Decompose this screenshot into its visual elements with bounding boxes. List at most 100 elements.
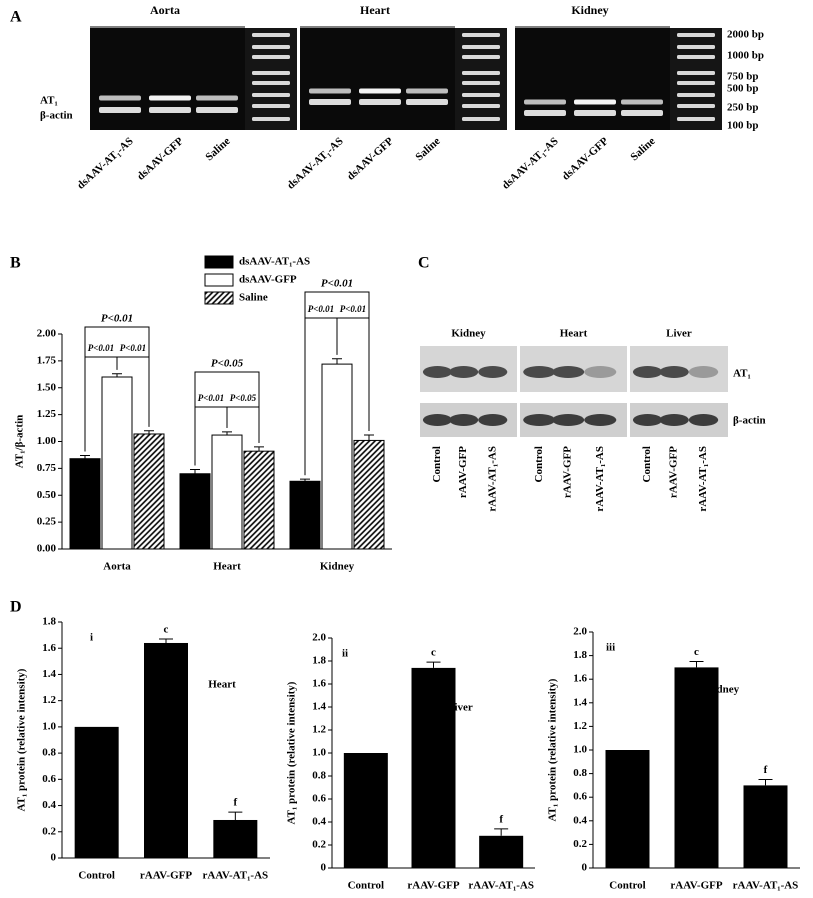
gel-tissue-label: Kidney	[571, 3, 608, 17]
bar	[343, 753, 388, 868]
ladder-band	[462, 71, 500, 75]
blot-band	[552, 414, 585, 426]
y-tick-label: 0.6	[42, 773, 56, 785]
ladder-band	[677, 104, 715, 108]
error-bar	[144, 430, 154, 434]
lane-label: rAAV-AT₁-AS	[697, 446, 709, 512]
gel-band	[574, 110, 616, 116]
y-tick-label: 1.00	[37, 435, 57, 447]
lane-label: rAAV-GFP	[562, 446, 574, 498]
y-tick-label: 0.00	[37, 543, 57, 555]
bar	[243, 450, 275, 550]
chart-title: i	[90, 632, 93, 644]
gel-band	[196, 95, 238, 101]
ladder-band	[462, 117, 500, 121]
bar	[74, 726, 119, 858]
bar	[179, 473, 211, 550]
gel-band	[196, 107, 238, 113]
gel-band	[309, 88, 351, 94]
ladder-band	[462, 33, 500, 37]
gel-band	[524, 99, 566, 105]
lane-label: dsAAV-GFP	[345, 135, 396, 183]
bar	[211, 434, 243, 550]
x-tick-label: rAAV-GFP	[670, 880, 722, 892]
ladder-band	[677, 45, 715, 49]
lane-label: dsAAV-AT₁-AS	[285, 135, 346, 192]
ladder-label: 500 bp	[727, 83, 759, 95]
ladder-label: 1000 bp	[727, 50, 764, 62]
ladder-band	[677, 93, 715, 97]
x-tick-label: Kidney	[320, 561, 355, 573]
gel-band	[149, 107, 191, 113]
significance-bracket	[226, 406, 260, 443]
ladder-band	[252, 117, 290, 121]
y-tick-label: 0.6	[312, 793, 326, 805]
y-tick-label: 0.2	[573, 838, 587, 850]
blot-band	[688, 414, 719, 426]
ladder-band	[462, 104, 500, 108]
error-bar	[222, 431, 232, 436]
blot-band	[449, 366, 479, 378]
y-tick-label: 1.8	[42, 616, 56, 628]
ladder-band	[462, 81, 500, 85]
error-bar	[190, 468, 200, 474]
ladder-band	[252, 93, 290, 97]
blot-band	[523, 414, 556, 426]
lane-label: rAAV-AT₁-AS	[594, 446, 606, 512]
error-bar	[112, 373, 122, 377]
blot-band	[552, 366, 585, 378]
error-bar	[758, 779, 773, 786]
x-tick-label: Control	[78, 870, 114, 882]
x-tick-label: rAAV-AT₁-AS	[203, 870, 269, 882]
legend-swatch	[204, 291, 234, 305]
ladder-label: 2000 bp	[727, 29, 764, 41]
y-tick-label: 1.6	[42, 642, 56, 654]
bar	[353, 439, 385, 550]
gel-band	[406, 99, 448, 105]
gel-tissue-label: Aorta	[150, 3, 180, 17]
y-tick-label: 1.6	[573, 673, 587, 685]
y-tick-label: 0.8	[573, 767, 587, 779]
gel-tissue-label: Heart	[360, 3, 390, 17]
y-tick-label: 0.50	[37, 489, 57, 501]
lane-label: Saline	[413, 135, 442, 163]
y-axis-label: AT₁/β-actin	[14, 415, 26, 469]
lane-label: Control	[533, 446, 545, 482]
y-tick-label: 1.4	[42, 668, 56, 680]
y-tick-label: 1.0	[573, 744, 587, 756]
lane-label: rAAV-GFP	[668, 446, 680, 498]
ladder-band	[462, 45, 500, 49]
band-label: AT₁	[40, 95, 58, 107]
y-tick-label: 2.0	[312, 632, 326, 644]
lane-label: rAAV-GFP	[457, 446, 469, 498]
y-tick-label: 1.75	[37, 354, 57, 366]
y-tick-label: 1.6	[312, 678, 326, 690]
band-label: β-actin	[733, 415, 766, 427]
gel-band	[359, 88, 401, 94]
significance-label: P<0.05	[211, 358, 244, 370]
error-bar	[254, 446, 264, 452]
bar	[144, 642, 188, 858]
y-tick-label: 1.4	[312, 701, 326, 713]
y-axis-label: AT₁ protein (relative intensity)	[547, 678, 559, 821]
x-tick-label: rAAV-AT₁-AS	[733, 880, 799, 892]
blot-tissue-label: Heart	[560, 328, 588, 340]
blot-band	[478, 366, 508, 378]
error-bar	[80, 454, 90, 459]
y-tick-label: 1.2	[42, 694, 56, 706]
lane-label: Saline	[628, 135, 657, 163]
legend-swatch	[204, 273, 234, 287]
error-bar	[300, 478, 310, 482]
y-tick-label: 1.8	[573, 649, 587, 661]
bar	[743, 785, 788, 868]
blot-band	[584, 414, 617, 426]
chart-annotation: Heart	[208, 679, 236, 691]
ladder-label: 750 bp	[727, 71, 759, 83]
significance-label: P<0.01	[308, 304, 334, 314]
ladder-band	[252, 55, 290, 59]
ladder-band	[252, 104, 290, 108]
bar	[289, 480, 321, 550]
gel-band	[309, 99, 351, 105]
bar	[411, 667, 456, 868]
